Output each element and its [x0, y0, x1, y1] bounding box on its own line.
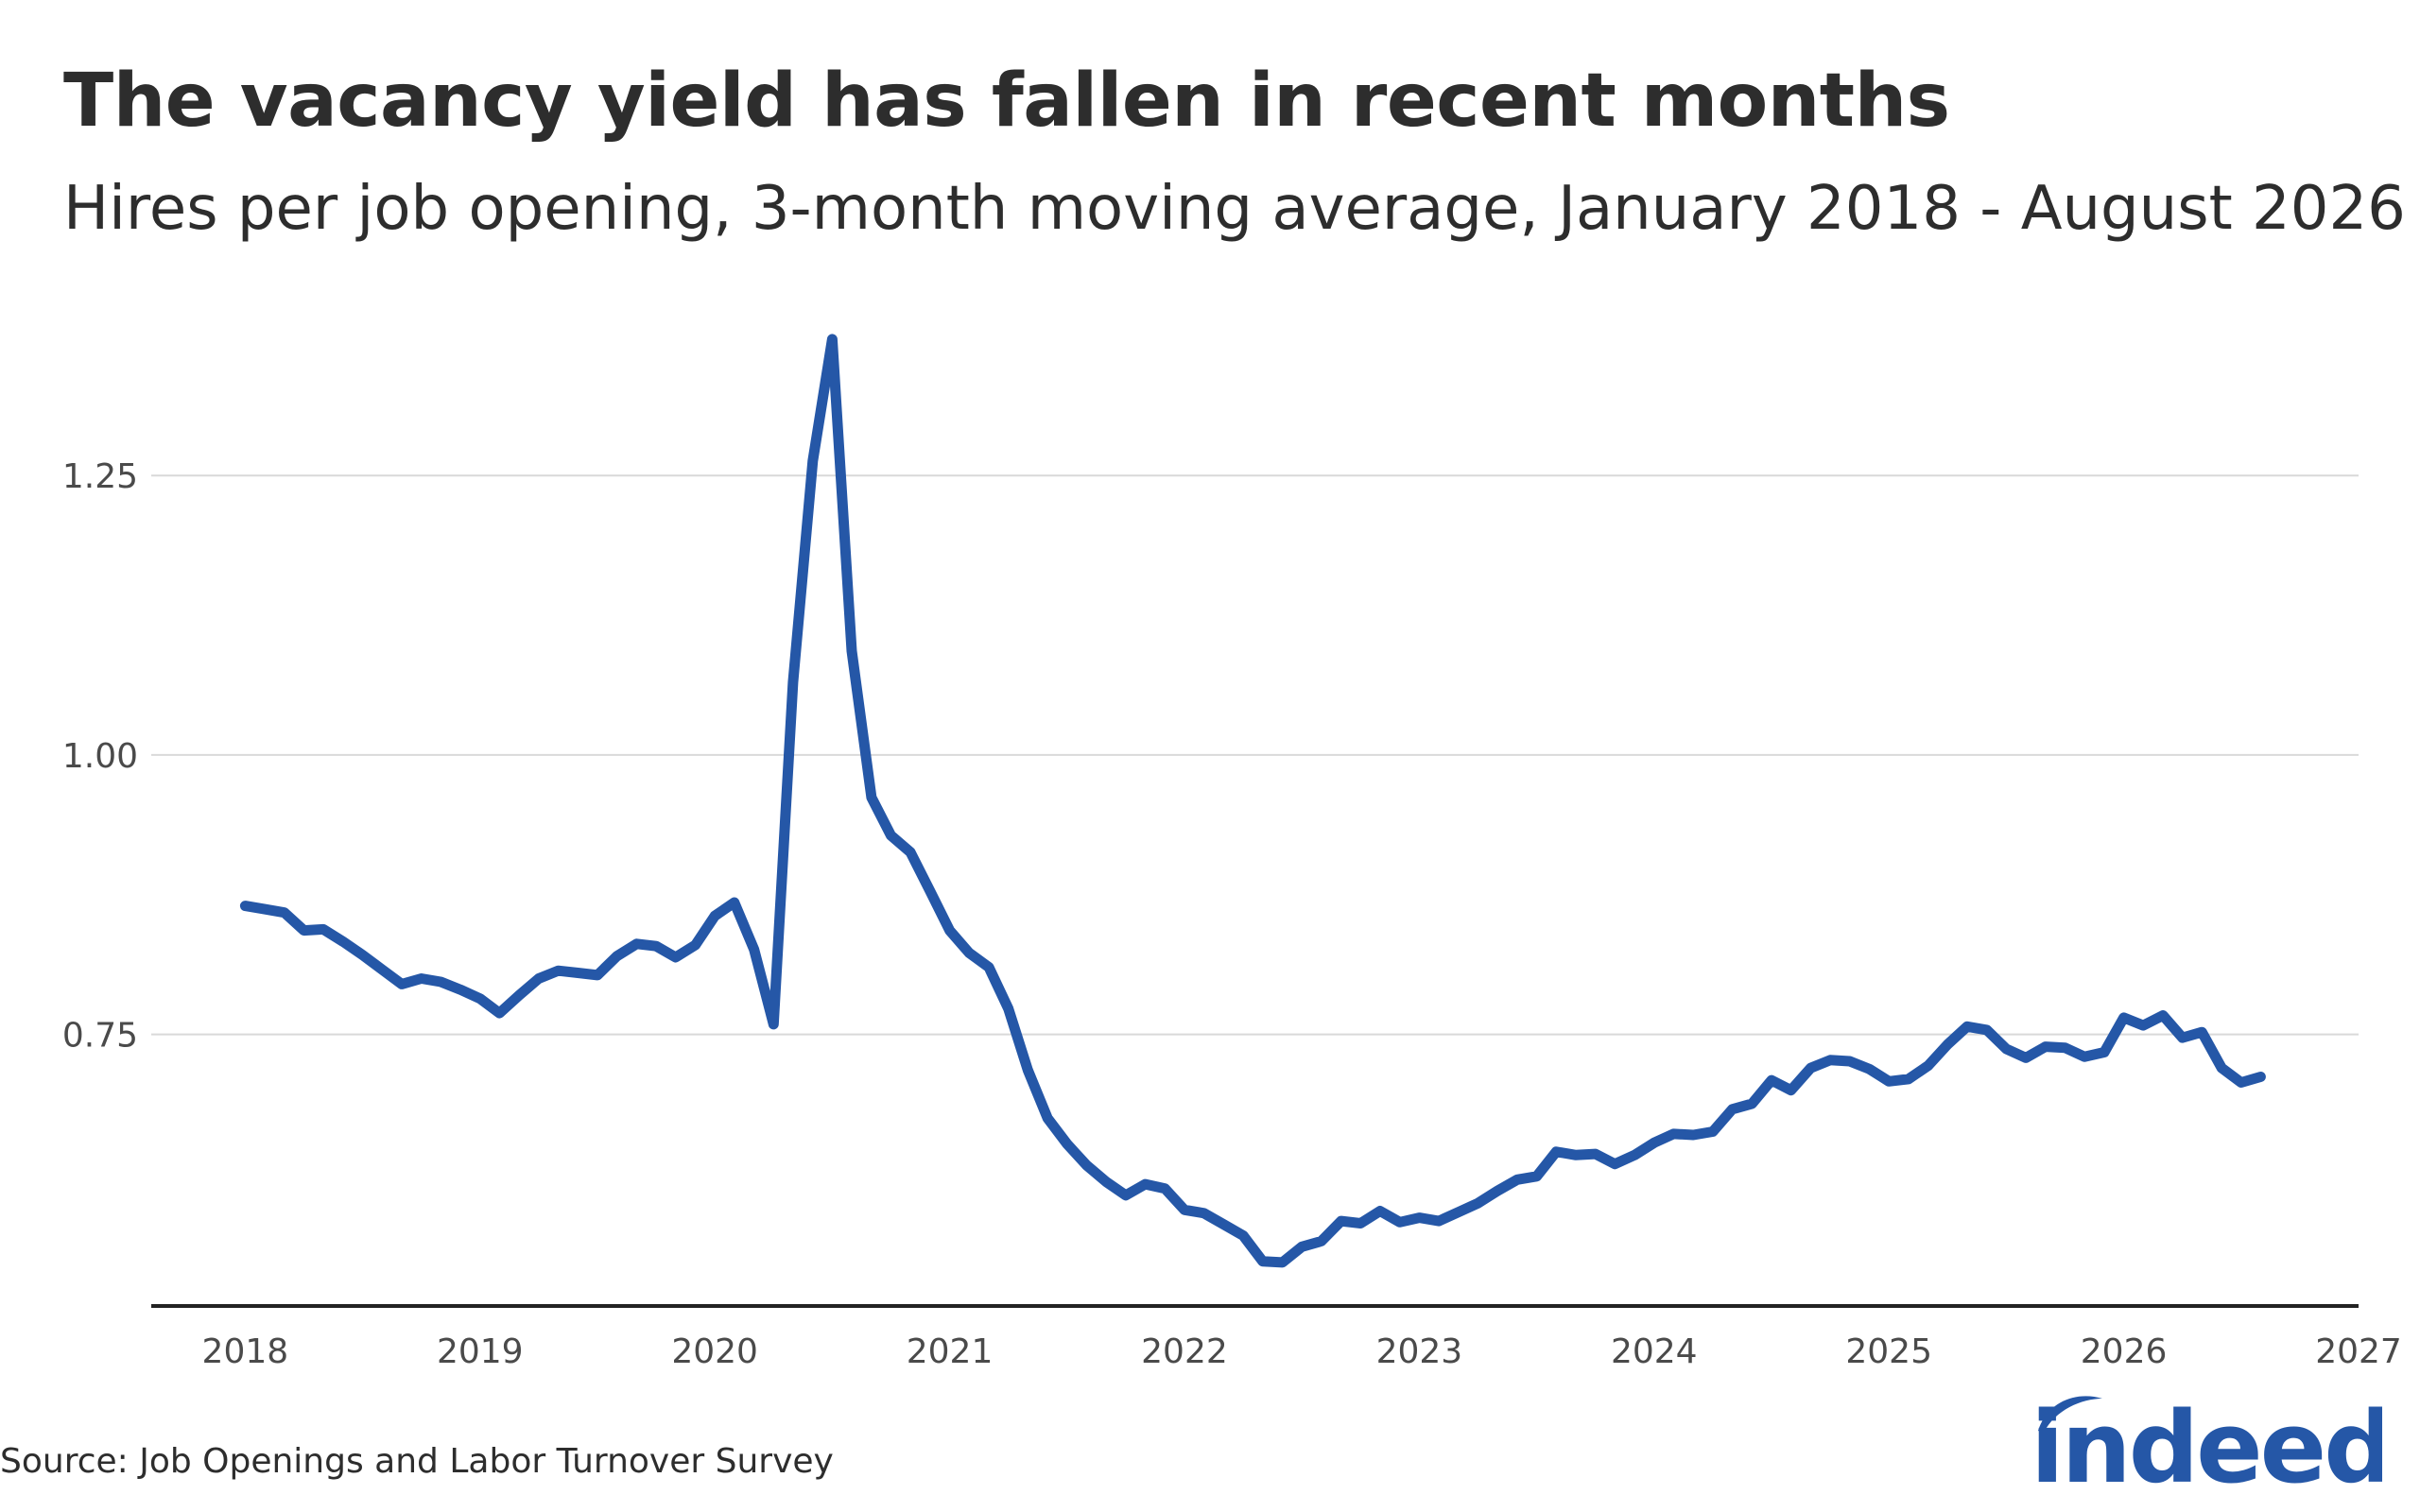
x-tick-label: 2021: [907, 1332, 994, 1371]
logo-swoosh-icon: [2038, 1396, 2102, 1433]
x-tick-label: 2023: [1376, 1332, 1463, 1371]
x-tick-label: 2022: [1141, 1332, 1228, 1371]
x-tick-label: 2019: [437, 1332, 524, 1371]
chart-title: The vacancy yield has fallen in recent m…: [63, 59, 1950, 144]
line-chart: 0.75 1.00 1.25 2018 2019 2020 2021 2022 2023 202…: [62, 334, 2402, 1371]
x-tick-label: 2024: [1611, 1332, 1698, 1371]
indeed-logo: indeed: [2031, 1390, 2382, 1491]
y-tick-label: 0.75: [62, 1017, 138, 1056]
y-tick-label: 1.25: [62, 457, 138, 496]
x-tick-label: 2025: [1845, 1332, 1932, 1371]
x-tick-label: 2026: [2081, 1332, 2168, 1371]
x-tick-label: 2020: [671, 1332, 758, 1371]
gridlines: [151, 474, 2359, 1036]
y-tick-label: 1.00: [62, 737, 138, 776]
logo-text: indeed: [2031, 1390, 2382, 1491]
series-line-hires-per-opening: [239, 334, 2266, 1268]
x-tick-label: 2018: [202, 1332, 289, 1371]
y-axis-labels: 0.75 1.00 1.25: [62, 457, 138, 1055]
source-note: Source: Job Openings and Labor Turnover …: [0, 1442, 834, 1481]
x-tick-label: 2027: [2315, 1332, 2402, 1371]
chart-subtitle: Hires per job opening, 3-month moving av…: [63, 174, 2406, 244]
x-axis-labels: 2018 2019 2020 2021 2022 2023 2024 2025 2026 2027: [202, 1332, 2402, 1371]
